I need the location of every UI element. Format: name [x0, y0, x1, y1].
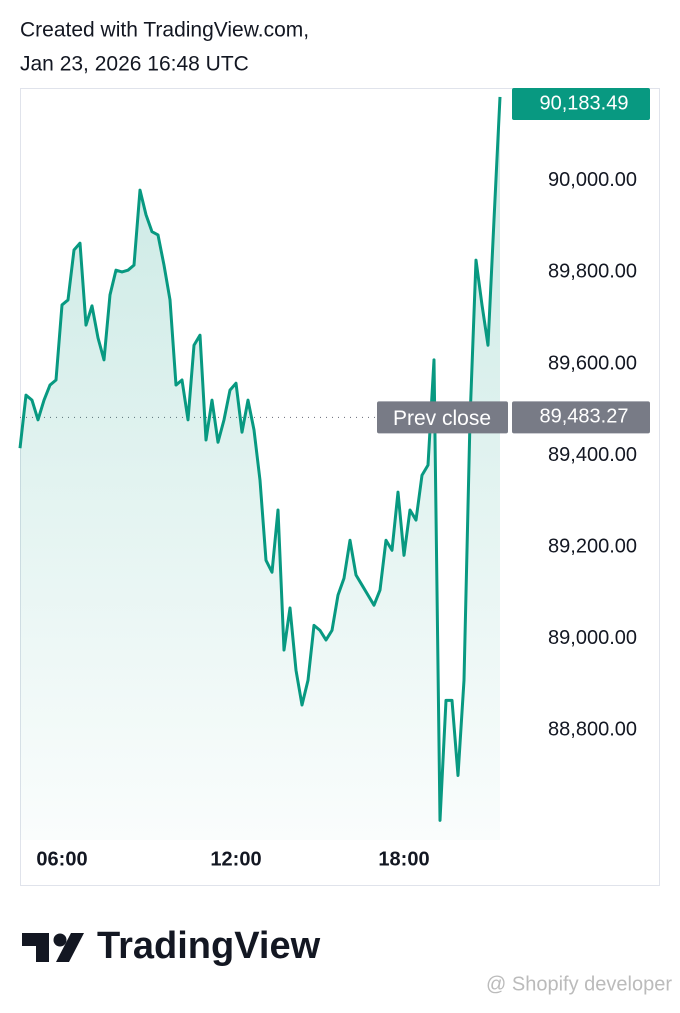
logo-text: TradingView	[97, 925, 321, 967]
y-tick-label: 89,000.00	[548, 627, 637, 649]
plot: 88,800.00 89,000.00 89,200.00 89,400.00 89,6…	[18, 88, 650, 870]
logo-icon	[22, 933, 49, 962]
x-tick-label: 12:00	[210, 848, 261, 870]
y-tick-label: 89,400.00	[548, 444, 637, 466]
logo: TradingView	[22, 925, 321, 967]
y-tick-label: 89,800.00	[548, 261, 637, 283]
prev-close-box	[377, 401, 508, 434]
price-line	[18, 96, 502, 822]
y-tick-label: 90,000.00	[548, 169, 637, 191]
y-tick-label: 88,800.00	[548, 718, 637, 740]
logo-icon	[56, 933, 84, 962]
header-line: Created with TradingView.com,	[20, 19, 309, 42]
prev-close-value-box	[512, 401, 650, 434]
x-tick-label: 06:00	[36, 848, 87, 870]
last-price-box	[512, 88, 650, 120]
prev-close-label: Prev close	[393, 407, 491, 430]
header-line: Jan 23, 2026 16:48 UTC	[20, 53, 249, 76]
watermark: @ Shopify developer	[486, 973, 672, 995]
prev-close-value-label: 89,483.27	[540, 406, 629, 428]
last-price-label: 90,183.49	[540, 92, 629, 114]
area	[20, 96, 500, 841]
logo-icon	[53, 933, 67, 947]
x-tick-label: 18:00	[378, 848, 429, 870]
y-tick-label: 89,600.00	[548, 352, 637, 374]
y-tick-label: 89,200.00	[548, 535, 637, 557]
